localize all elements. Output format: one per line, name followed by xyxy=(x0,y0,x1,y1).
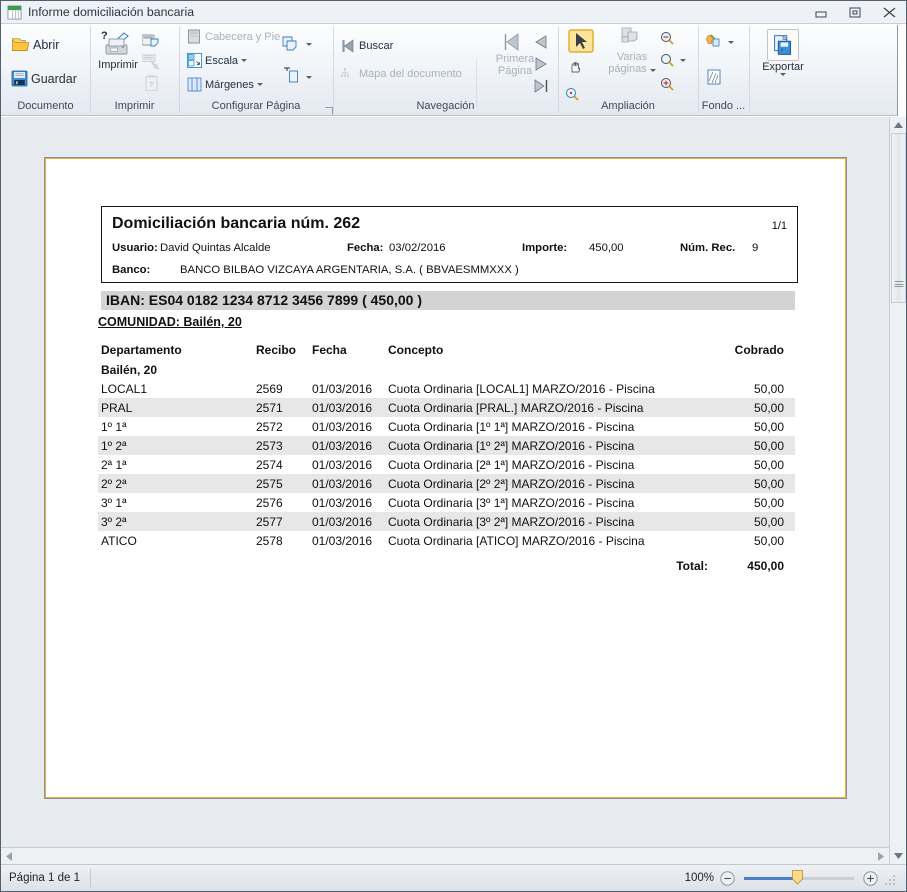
svg-text:?: ? xyxy=(149,80,154,89)
svg-text:?: ? xyxy=(101,30,108,42)
